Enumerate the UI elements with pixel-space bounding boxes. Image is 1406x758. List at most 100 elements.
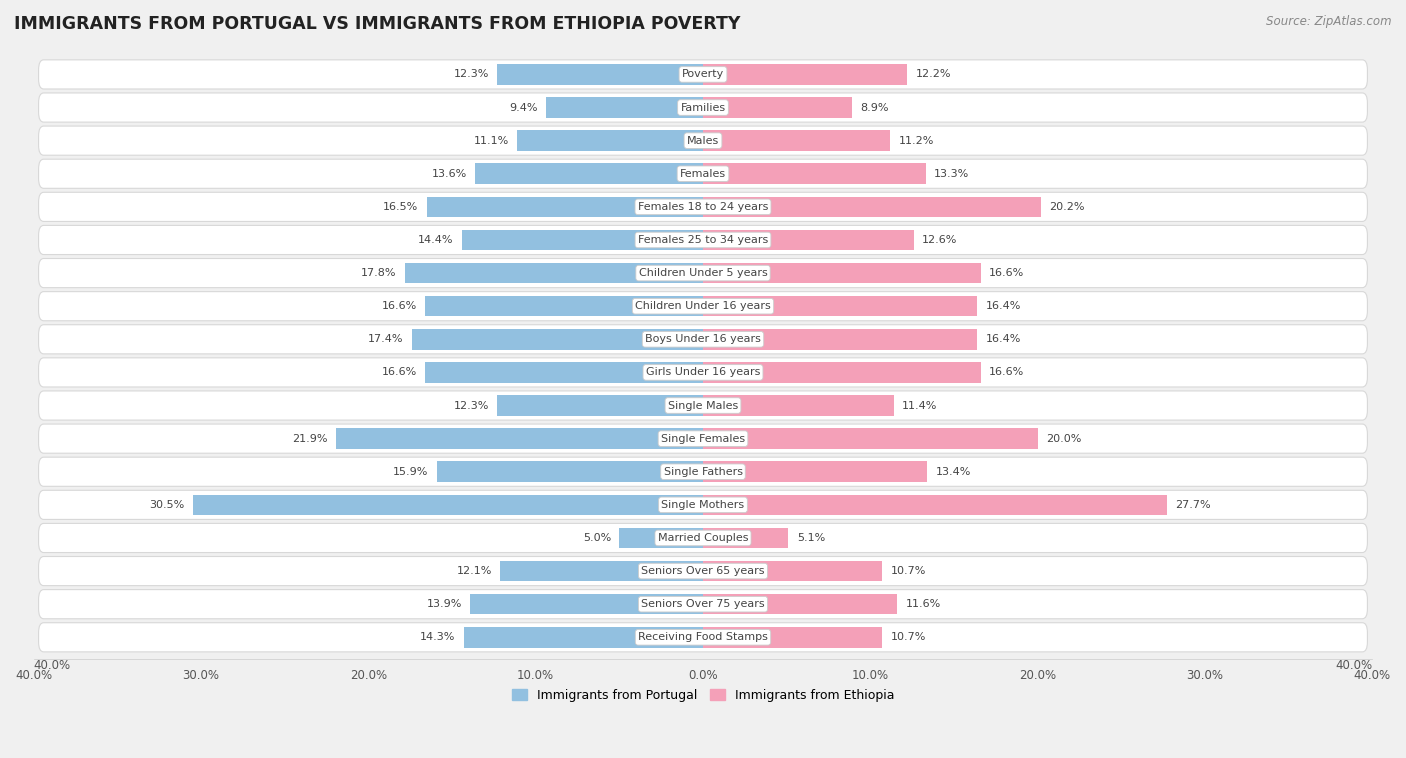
Bar <box>405 263 703 283</box>
Bar <box>703 230 914 250</box>
Bar <box>703 164 925 184</box>
Text: 11.6%: 11.6% <box>905 599 941 609</box>
Text: 16.6%: 16.6% <box>990 268 1025 278</box>
Text: 20.2%: 20.2% <box>1049 202 1085 212</box>
FancyBboxPatch shape <box>38 126 1368 155</box>
Text: Males: Males <box>688 136 718 146</box>
Text: 12.3%: 12.3% <box>453 400 489 411</box>
FancyBboxPatch shape <box>38 93 1368 122</box>
Text: 13.6%: 13.6% <box>432 169 467 179</box>
FancyBboxPatch shape <box>38 258 1368 287</box>
Bar <box>546 97 703 117</box>
Bar <box>412 329 703 349</box>
Bar <box>517 130 703 151</box>
Text: Seniors Over 75 years: Seniors Over 75 years <box>641 599 765 609</box>
FancyBboxPatch shape <box>38 556 1368 586</box>
Text: 8.9%: 8.9% <box>860 102 889 112</box>
FancyBboxPatch shape <box>38 590 1368 619</box>
Text: 16.4%: 16.4% <box>986 334 1021 344</box>
FancyBboxPatch shape <box>38 324 1368 354</box>
Bar <box>425 362 703 383</box>
FancyBboxPatch shape <box>38 424 1368 453</box>
Text: Boys Under 16 years: Boys Under 16 years <box>645 334 761 344</box>
Bar <box>425 296 703 316</box>
Bar <box>703 594 897 615</box>
Text: 40.0%: 40.0% <box>34 659 70 672</box>
Bar <box>703 395 894 416</box>
Bar <box>464 627 703 647</box>
Bar <box>703 97 852 117</box>
Bar <box>336 428 703 449</box>
Bar <box>703 494 1167 515</box>
Bar <box>427 196 703 217</box>
Text: 12.2%: 12.2% <box>915 70 950 80</box>
Bar <box>501 561 703 581</box>
Text: Children Under 5 years: Children Under 5 years <box>638 268 768 278</box>
Text: Seniors Over 65 years: Seniors Over 65 years <box>641 566 765 576</box>
FancyBboxPatch shape <box>38 358 1368 387</box>
Bar <box>619 528 703 548</box>
Bar <box>703 196 1040 217</box>
Text: 13.3%: 13.3% <box>934 169 969 179</box>
Bar <box>437 462 703 482</box>
Text: 14.3%: 14.3% <box>420 632 456 642</box>
Text: Girls Under 16 years: Girls Under 16 years <box>645 368 761 377</box>
Text: 11.4%: 11.4% <box>903 400 938 411</box>
Text: 10.7%: 10.7% <box>890 632 925 642</box>
Text: Single Females: Single Females <box>661 434 745 443</box>
Bar <box>703 64 907 85</box>
FancyBboxPatch shape <box>38 524 1368 553</box>
Text: Single Males: Single Males <box>668 400 738 411</box>
Text: Single Fathers: Single Fathers <box>664 467 742 477</box>
FancyBboxPatch shape <box>38 292 1368 321</box>
Text: 12.1%: 12.1% <box>457 566 492 576</box>
Text: 9.4%: 9.4% <box>509 102 537 112</box>
Bar <box>463 230 703 250</box>
Text: 16.4%: 16.4% <box>986 301 1021 312</box>
Text: 11.1%: 11.1% <box>474 136 509 146</box>
Bar <box>703 296 977 316</box>
Text: Children Under 16 years: Children Under 16 years <box>636 301 770 312</box>
Text: 16.5%: 16.5% <box>384 202 419 212</box>
Bar <box>703 130 890 151</box>
Text: 13.4%: 13.4% <box>935 467 972 477</box>
Text: Poverty: Poverty <box>682 70 724 80</box>
Text: 16.6%: 16.6% <box>381 368 416 377</box>
Bar <box>703 627 882 647</box>
Bar <box>703 263 981 283</box>
Text: 12.6%: 12.6% <box>922 235 957 245</box>
FancyBboxPatch shape <box>38 490 1368 519</box>
Text: 11.2%: 11.2% <box>898 136 934 146</box>
Text: 15.9%: 15.9% <box>394 467 429 477</box>
Text: 17.4%: 17.4% <box>368 334 404 344</box>
FancyBboxPatch shape <box>38 60 1368 89</box>
FancyBboxPatch shape <box>38 623 1368 652</box>
Text: 30.5%: 30.5% <box>149 500 184 510</box>
Text: Females 25 to 34 years: Females 25 to 34 years <box>638 235 768 245</box>
Text: 40.0%: 40.0% <box>1336 659 1372 672</box>
Text: Married Couples: Married Couples <box>658 533 748 543</box>
Text: 16.6%: 16.6% <box>381 301 416 312</box>
Bar <box>703 528 789 548</box>
Text: Females 18 to 24 years: Females 18 to 24 years <box>638 202 768 212</box>
Bar <box>193 494 703 515</box>
FancyBboxPatch shape <box>38 225 1368 255</box>
FancyBboxPatch shape <box>38 193 1368 221</box>
Bar <box>498 64 703 85</box>
Text: 13.9%: 13.9% <box>426 599 463 609</box>
Legend: Immigrants from Portugal, Immigrants from Ethiopia: Immigrants from Portugal, Immigrants fro… <box>506 684 900 707</box>
Bar <box>475 164 703 184</box>
Text: 14.4%: 14.4% <box>418 235 454 245</box>
Text: 10.7%: 10.7% <box>890 566 925 576</box>
Bar <box>703 362 981 383</box>
Bar <box>703 561 882 581</box>
FancyBboxPatch shape <box>38 159 1368 188</box>
Text: 5.0%: 5.0% <box>582 533 612 543</box>
Text: 5.1%: 5.1% <box>797 533 825 543</box>
Bar <box>703 329 977 349</box>
Text: 16.6%: 16.6% <box>990 368 1025 377</box>
Bar <box>498 395 703 416</box>
Text: Families: Families <box>681 102 725 112</box>
FancyBboxPatch shape <box>38 391 1368 420</box>
Text: 21.9%: 21.9% <box>292 434 328 443</box>
